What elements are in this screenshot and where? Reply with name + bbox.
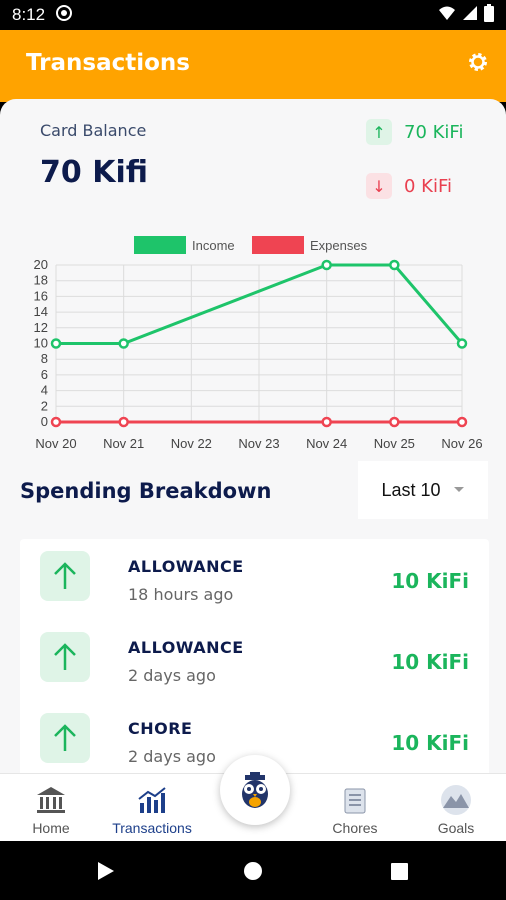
data-point: [321, 259, 332, 271]
transaction-row[interactable]: ALLOWANCE 2 days ago 10 KiFi: [20, 620, 489, 700]
nav-home-label: Home: [32, 820, 70, 836]
chart-icon: [136, 784, 168, 816]
transaction-time: 2 days ago: [128, 666, 216, 685]
data-point: [118, 416, 129, 428]
y-tick-label: 14: [34, 304, 48, 319]
data-point: [456, 338, 468, 349]
mountain-icon: [440, 784, 472, 816]
data-point: [50, 416, 62, 428]
wifi-icon: [438, 5, 456, 26]
nav-chores-label: Chores: [332, 820, 378, 836]
owl-icon: [242, 772, 268, 808]
y-tick-label: 8: [41, 351, 48, 366]
x-tick-label: Nov 21: [103, 436, 144, 451]
signal-icon: [462, 5, 478, 26]
legend-swatch: [252, 236, 304, 254]
x-tick-label: Nov 20: [35, 436, 76, 451]
transaction-name: ALLOWANCE: [128, 638, 244, 657]
x-tick-label: Nov 23: [238, 436, 279, 451]
transaction-amount: 10 KiFi: [391, 731, 469, 755]
transactions-chart: 20 18 16 14 12 10 8 6 4 2 0 Nov 20 Nov 21 Nov 22 Nov 2…: [0, 231, 506, 461]
data-point: [389, 416, 400, 428]
spending-breakdown-title: Spending Breakdown: [20, 479, 272, 503]
chevron-down-icon: [453, 487, 464, 492]
page-title: Transactions: [26, 50, 190, 76]
data-point: [50, 338, 62, 349]
transaction-amount: 10 KiFi: [391, 650, 469, 674]
period-select-value: Last 10: [381, 479, 441, 500]
legend-swatch: [134, 236, 186, 254]
arrow-down-icon: ↓: [366, 173, 392, 199]
x-tick-label: Nov 22: [171, 436, 212, 451]
transaction-time: 18 hours ago: [128, 585, 234, 604]
transaction-list: ALLOWANCE 18 hours ago 10 KiFi ALLOWANCE…: [20, 539, 489, 775]
y-tick-label: 16: [34, 288, 48, 303]
data-point: [321, 416, 332, 428]
status-time: 8:12: [12, 5, 46, 24]
gear-icon: [469, 53, 487, 71]
income-value: 70 KiFi: [404, 121, 464, 143]
notification-icon: [55, 4, 73, 27]
y-tick-label: 12: [34, 320, 48, 335]
transaction-amount: 10 KiFi: [391, 569, 469, 593]
nav-home[interactable]: Home: [1, 784, 101, 836]
app-bar: Transactions: [0, 30, 506, 102]
x-tick-label: Nov 24: [306, 436, 347, 451]
settings-button[interactable]: [464, 48, 492, 76]
y-tick-label: 18: [34, 273, 48, 288]
data-point: [389, 259, 400, 271]
nav-transactions[interactable]: Transactions: [102, 784, 202, 836]
checklist-icon: [339, 784, 371, 816]
expense-stat: ↓ 0 KiFi: [366, 173, 452, 199]
y-tick-label: 20: [34, 257, 48, 272]
y-tick-label: 4: [41, 383, 48, 398]
status-bar: 8:12: [0, 0, 506, 30]
card-balance-label: Card Balance: [40, 121, 147, 140]
data-point: [118, 338, 129, 349]
legend-label: Income: [192, 238, 235, 253]
transaction-row[interactable]: CHORE 2 days ago 10 KiFi: [20, 701, 489, 775]
arrow-up-icon: [40, 551, 90, 601]
nav-transactions-label: Transactions: [112, 820, 192, 836]
arrow-up-icon: ↑: [366, 119, 392, 145]
period-select[interactable]: Last 10: [358, 461, 488, 519]
arrow-up-icon: [40, 713, 90, 763]
income-stat: ↑ 70 KiFi: [366, 119, 463, 145]
system-navigation-bar: [0, 841, 506, 900]
y-tick-label: 2: [41, 398, 48, 413]
nav-chores[interactable]: Chores: [305, 784, 405, 836]
x-tick-label: Nov 26: [441, 436, 482, 451]
y-tick-label: 10: [34, 336, 48, 351]
x-tick-label: Nov 25: [374, 436, 415, 451]
data-point: [456, 416, 468, 428]
bank-icon: [35, 784, 67, 816]
transaction-name: CHORE: [128, 719, 193, 738]
card-balance-value: 70 Kifi: [40, 155, 148, 190]
nav-goals-label: Goals: [437, 820, 475, 836]
owl-mascot-button[interactable]: [220, 755, 290, 825]
battery-icon: [484, 3, 494, 27]
legend-label: Expenses: [310, 238, 368, 253]
main-content: Card Balance 70 Kifi ↑ 70 KiFi ↓ 0 KiFi …: [0, 99, 506, 775]
arrow-up-icon: [40, 632, 90, 682]
expense-value: 0 KiFi: [404, 175, 453, 197]
transaction-name: ALLOWANCE: [128, 557, 244, 576]
transaction-row[interactable]: ALLOWANCE 18 hours ago 10 KiFi: [20, 539, 489, 619]
nav-goals[interactable]: Goals: [406, 784, 506, 836]
y-tick-label: 0: [41, 414, 48, 429]
transaction-time: 2 days ago: [128, 747, 216, 766]
y-tick-label: 6: [41, 367, 48, 382]
